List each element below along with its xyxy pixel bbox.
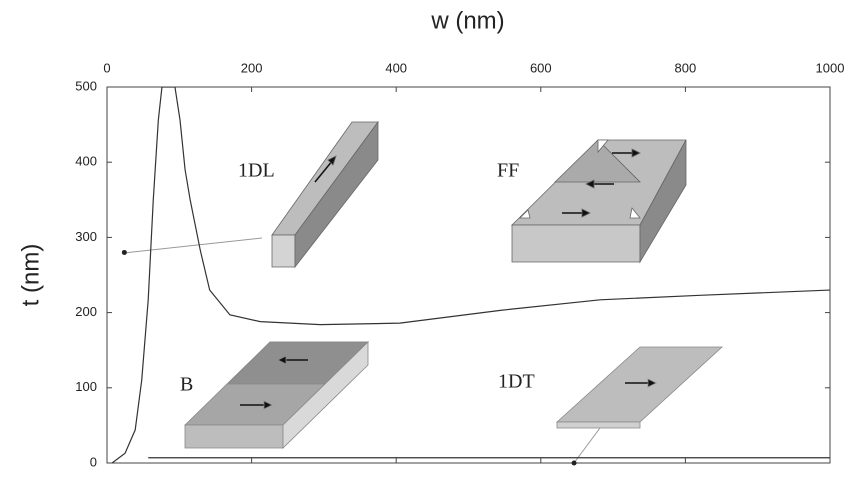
x-tick-label: 200	[241, 60, 263, 75]
y-tick-label: 100	[75, 379, 97, 394]
y-tick-label: 500	[75, 78, 97, 93]
plot-frame	[106, 86, 831, 464]
y-tick-label: 200	[75, 304, 97, 319]
x-tick-label: 800	[675, 60, 697, 75]
y-tick-label: 0	[90, 454, 97, 469]
inset-1dt	[555, 346, 724, 429]
inset-label: B	[180, 374, 193, 396]
y-axis-title: t (nm)	[17, 244, 44, 307]
inset-label: 1DL	[238, 160, 275, 182]
data-line	[111, 87, 830, 463]
y-tick-label: 300	[75, 229, 97, 244]
x-tick-label: 600	[530, 60, 552, 75]
x-tick-label: 0	[103, 60, 110, 75]
plot-area	[111, 87, 830, 463]
y-tick-label: 400	[75, 154, 97, 169]
inset-b	[184, 341, 369, 449]
pointer	[123, 237, 263, 254]
inset-ff	[511, 139, 687, 264]
data-point	[571, 460, 577, 466]
inset-label: FF	[497, 160, 519, 182]
x-tick-label: 400	[385, 60, 407, 75]
x-tick-label: 1000	[816, 60, 845, 75]
inset-1dl	[271, 120, 379, 269]
data-point	[121, 249, 127, 255]
x-axis-title: w (nm)	[430, 7, 504, 34]
inset-label: 1DT	[498, 371, 535, 393]
